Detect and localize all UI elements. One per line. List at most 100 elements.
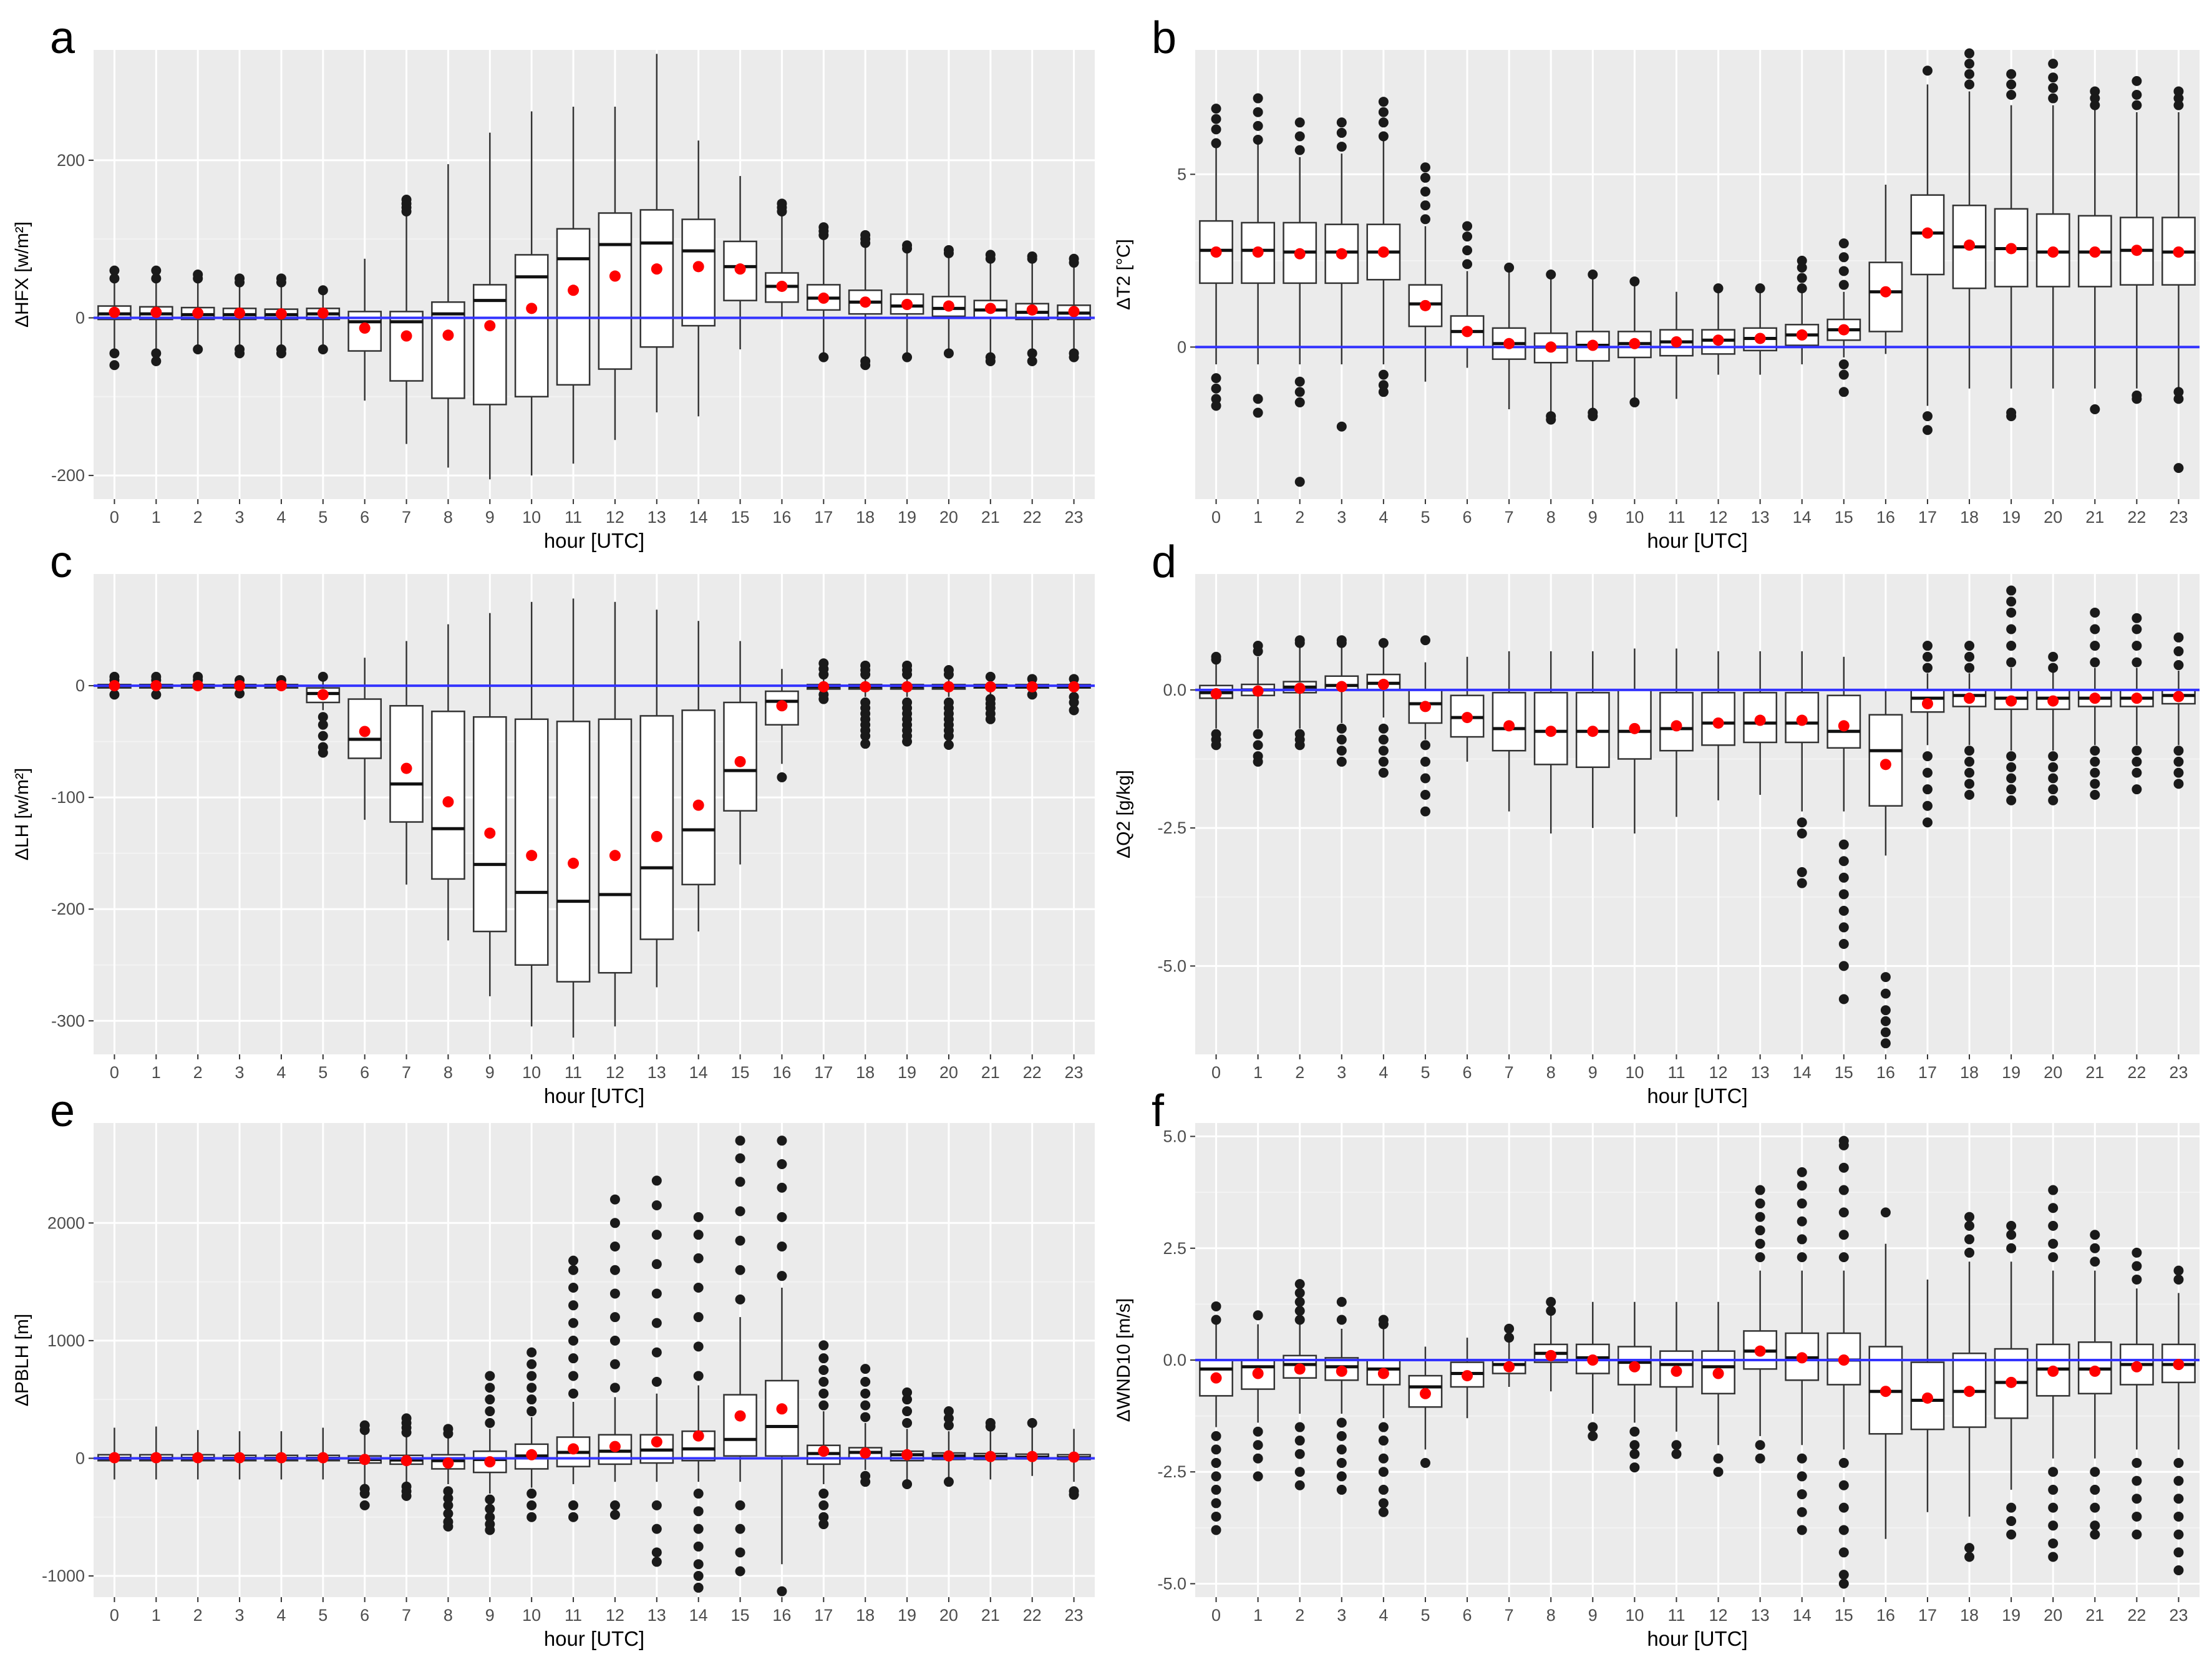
outlier-point xyxy=(693,1489,704,1499)
outlier-point xyxy=(2006,607,2017,618)
x-tick-label: 0 xyxy=(110,508,119,527)
iqr-box xyxy=(556,721,591,983)
mean-point xyxy=(1210,246,1222,258)
outlier-point xyxy=(1294,1279,1305,1290)
outlier-point xyxy=(1838,839,1849,850)
x-tick-label: 20 xyxy=(939,1063,958,1082)
outlier-point xyxy=(1211,1315,1221,1325)
x-tick-label: 4 xyxy=(1379,508,1388,527)
outlier-point xyxy=(818,1388,829,1399)
box-hour-7 xyxy=(389,641,424,885)
outlier-point xyxy=(2006,1220,2017,1231)
outlier-point xyxy=(568,1255,579,1266)
mean-point xyxy=(1252,685,1264,697)
box-hour-22 xyxy=(2119,613,2154,795)
outlier-point xyxy=(1211,1471,1221,1482)
x-axis-label: hour [UTC] xyxy=(1647,529,1747,552)
mean-point xyxy=(734,756,746,767)
outlier-point xyxy=(1336,1431,1347,1441)
x-tick-label: 6 xyxy=(360,1063,369,1082)
mean-point xyxy=(568,857,580,869)
mean-point xyxy=(234,307,246,319)
outlier-point xyxy=(1378,1315,1389,1325)
mean-point xyxy=(818,292,830,304)
box-hour-16 xyxy=(765,669,799,782)
outlier-point xyxy=(1378,107,1389,117)
box-hour-11 xyxy=(556,1255,591,1522)
outlier-point xyxy=(1713,1453,1724,1464)
mean-point xyxy=(400,762,412,774)
outlier-point xyxy=(693,1283,704,1293)
mean-point xyxy=(317,689,329,701)
outlier-point xyxy=(1378,638,1389,648)
outlier-point xyxy=(2006,1230,2017,1240)
outlier-point xyxy=(1294,1480,1305,1490)
outlier-point xyxy=(151,273,162,284)
outlier-point xyxy=(1838,938,1849,949)
outlier-point xyxy=(1211,1511,1221,1522)
x-tick-label: 9 xyxy=(1588,1606,1598,1625)
outlier-point xyxy=(735,1235,745,1246)
x-tick-label: 9 xyxy=(485,1063,495,1082)
outlier-point xyxy=(193,270,203,279)
iqr-box xyxy=(556,228,591,386)
outlier-point xyxy=(1922,784,1933,795)
outlier-point xyxy=(1211,373,1221,384)
outlier-point xyxy=(860,1412,871,1422)
y-tick-label: 2.5 xyxy=(1163,1239,1186,1258)
outlier-point xyxy=(2132,1261,2142,1271)
outlier-point xyxy=(1378,723,1389,734)
outlier-point xyxy=(818,352,829,362)
outlier-point xyxy=(651,1230,662,1240)
x-tick-label: 9 xyxy=(1588,508,1598,527)
outlier-point xyxy=(276,273,286,284)
mean-point xyxy=(776,280,788,292)
outlier-point xyxy=(318,731,328,741)
outlier-point xyxy=(735,1177,745,1187)
box-hour-4 xyxy=(1366,97,1401,397)
y-axis-label: ΔLH [w/m²] xyxy=(12,768,32,860)
x-tick-label: 2 xyxy=(1295,1606,1304,1625)
outlier-point xyxy=(1211,740,1221,751)
x-tick-label: 6 xyxy=(1463,1606,1472,1625)
panel-letter: b xyxy=(1152,13,1176,63)
outlier-point xyxy=(485,1406,495,1417)
x-tick-label: 12 xyxy=(606,1063,624,1082)
x-tick-label: 13 xyxy=(648,1606,666,1625)
mean-point xyxy=(1294,1363,1306,1375)
outlier-point xyxy=(1027,356,1037,366)
outlier-point xyxy=(2132,1511,2142,1522)
x-tick-label: 22 xyxy=(2127,1606,2146,1625)
outlier-point xyxy=(1211,124,1221,135)
mean-point xyxy=(901,1449,913,1460)
outlier-point xyxy=(2090,1256,2100,1267)
outlier-point xyxy=(735,1206,745,1217)
x-tick-label: 18 xyxy=(856,508,875,527)
outlier-point xyxy=(2090,404,2100,414)
outlier-point xyxy=(1294,1422,1305,1432)
outlier-point xyxy=(2006,1529,2017,1540)
mean-point xyxy=(1503,338,1515,349)
mean-point xyxy=(109,680,120,692)
outlier-point xyxy=(1294,1449,1305,1459)
x-tick-label: 11 xyxy=(1667,1606,1685,1625)
outlier-point xyxy=(735,1294,745,1305)
outlier-point xyxy=(1420,162,1430,173)
box-hour-14 xyxy=(1785,255,1820,364)
outlier-point xyxy=(526,1383,537,1393)
outlier-point xyxy=(777,1135,787,1146)
outlier-point xyxy=(2173,1475,2184,1486)
outlier-point xyxy=(151,671,162,682)
outlier-point xyxy=(568,1335,579,1346)
outlier-point xyxy=(1588,411,1598,422)
outlier-point xyxy=(1253,394,1263,404)
iqr-box xyxy=(431,711,465,880)
outlier-point xyxy=(1755,1453,1765,1464)
iqr-box xyxy=(681,218,716,327)
panel-background xyxy=(94,574,1095,1054)
mean-point xyxy=(984,303,996,314)
outlier-point xyxy=(1069,352,1079,362)
outlier-point xyxy=(2173,394,2184,404)
outlier-point xyxy=(818,694,829,704)
mean-point xyxy=(943,300,954,312)
